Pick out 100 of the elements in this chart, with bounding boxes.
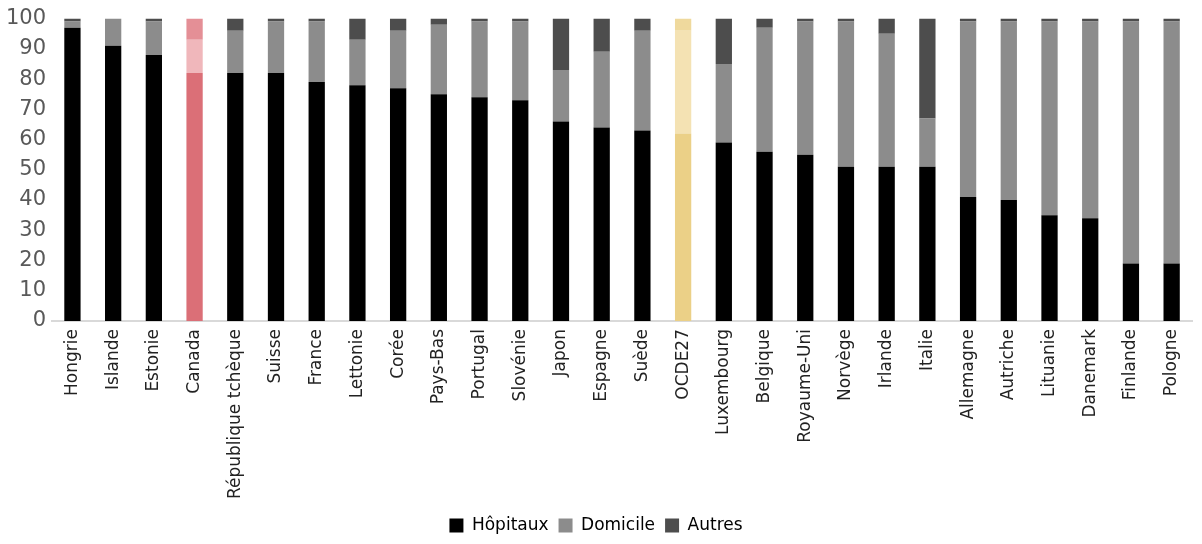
bar <box>593 18 610 52</box>
bar <box>634 30 651 131</box>
bar <box>919 166 936 321</box>
bar <box>389 30 407 89</box>
bar <box>797 21 814 155</box>
y-tick-label: 80 <box>19 65 47 90</box>
bar <box>430 94 447 321</box>
bar <box>878 33 895 167</box>
bar <box>1041 18 1058 22</box>
bar <box>512 100 529 321</box>
bar <box>227 18 244 31</box>
bar <box>797 154 814 321</box>
bar <box>1163 263 1180 321</box>
x-tick-label: Japon <box>549 328 570 378</box>
bar <box>756 18 773 28</box>
y-tick-label: 40 <box>19 186 47 211</box>
bar <box>959 21 977 198</box>
bar <box>308 18 325 22</box>
y-tick-label: 0 <box>32 307 47 332</box>
bar <box>430 24 447 95</box>
bar <box>837 18 855 22</box>
bar <box>105 45 122 321</box>
y-tick-label: 60 <box>19 126 47 151</box>
bar <box>308 21 325 83</box>
x-tick-label: Estonie <box>142 328 163 392</box>
bar <box>634 18 651 31</box>
bar <box>715 63 732 143</box>
y-tick-label: 70 <box>19 95 47 120</box>
y-tick-label: 10 <box>19 277 47 302</box>
x-tick-label: Allemagne <box>956 328 977 420</box>
legend-label: Domicile <box>581 513 656 534</box>
x-tick-label: Portugal <box>467 328 488 400</box>
x-tick-label: Hongrie <box>60 328 81 396</box>
bar <box>389 88 407 321</box>
bar <box>186 73 203 321</box>
bar <box>1082 21 1099 219</box>
y-tick-label: 20 <box>19 246 47 271</box>
bar <box>634 130 651 321</box>
bar <box>64 27 81 321</box>
bar <box>1041 215 1058 321</box>
bar <box>1000 200 1017 321</box>
bar <box>145 21 162 55</box>
bar <box>64 18 81 22</box>
x-tick-label: France <box>305 328 326 386</box>
x-tick-label: Danemark <box>1078 328 1099 418</box>
bar <box>674 18 692 31</box>
bar <box>105 18 122 46</box>
x-tick-label: Suisse <box>264 328 285 384</box>
bar <box>186 18 203 40</box>
x-tick-label: Slovénie <box>508 328 529 402</box>
legend-label: Hôpitaux <box>471 513 549 534</box>
bar <box>349 39 366 86</box>
bar <box>389 18 407 31</box>
x-tick-label: République tchèque <box>223 328 244 500</box>
bar <box>267 73 285 321</box>
bar <box>308 82 325 321</box>
x-tick-label: Corée <box>386 328 407 379</box>
bar <box>471 18 488 22</box>
bar <box>837 21 855 167</box>
bar <box>227 73 244 321</box>
bar <box>227 30 244 74</box>
x-tick-label: Lituanie <box>1037 328 1058 398</box>
bar <box>1122 21 1140 264</box>
x-tick-label: Norvège <box>834 328 855 401</box>
bar <box>64 21 81 28</box>
bar <box>145 18 162 22</box>
bar <box>593 127 610 321</box>
x-tick-label: Canada <box>182 328 203 394</box>
x-tick-label: Belgique <box>752 328 773 404</box>
bar <box>1122 263 1140 321</box>
x-tick-label: Lettonie <box>345 328 366 399</box>
bar <box>878 166 895 321</box>
x-tick-label: Irlande <box>875 328 896 389</box>
bar <box>552 121 570 321</box>
bar <box>878 18 895 34</box>
bar <box>267 21 285 74</box>
bar <box>1000 21 1017 201</box>
y-tick-label: 100 <box>5 5 47 30</box>
x-tick-label: Finlande <box>1119 328 1140 401</box>
bar <box>349 18 366 40</box>
bar <box>674 30 692 134</box>
bar <box>1041 21 1058 216</box>
bar <box>267 18 285 22</box>
bar <box>430 18 447 25</box>
bar <box>512 21 529 101</box>
bar <box>471 97 488 321</box>
bar <box>715 142 732 321</box>
bar <box>1122 18 1140 22</box>
bar <box>959 197 977 321</box>
bar <box>471 21 488 98</box>
bar <box>1082 18 1099 22</box>
bar <box>674 133 692 321</box>
bar <box>552 70 570 122</box>
bar <box>1000 18 1017 22</box>
bar <box>145 54 162 321</box>
x-tick-label: Pologne <box>1160 328 1181 397</box>
bar <box>552 18 570 71</box>
y-tick-label: 30 <box>19 216 47 241</box>
bar <box>1163 18 1180 22</box>
bar <box>919 118 936 167</box>
